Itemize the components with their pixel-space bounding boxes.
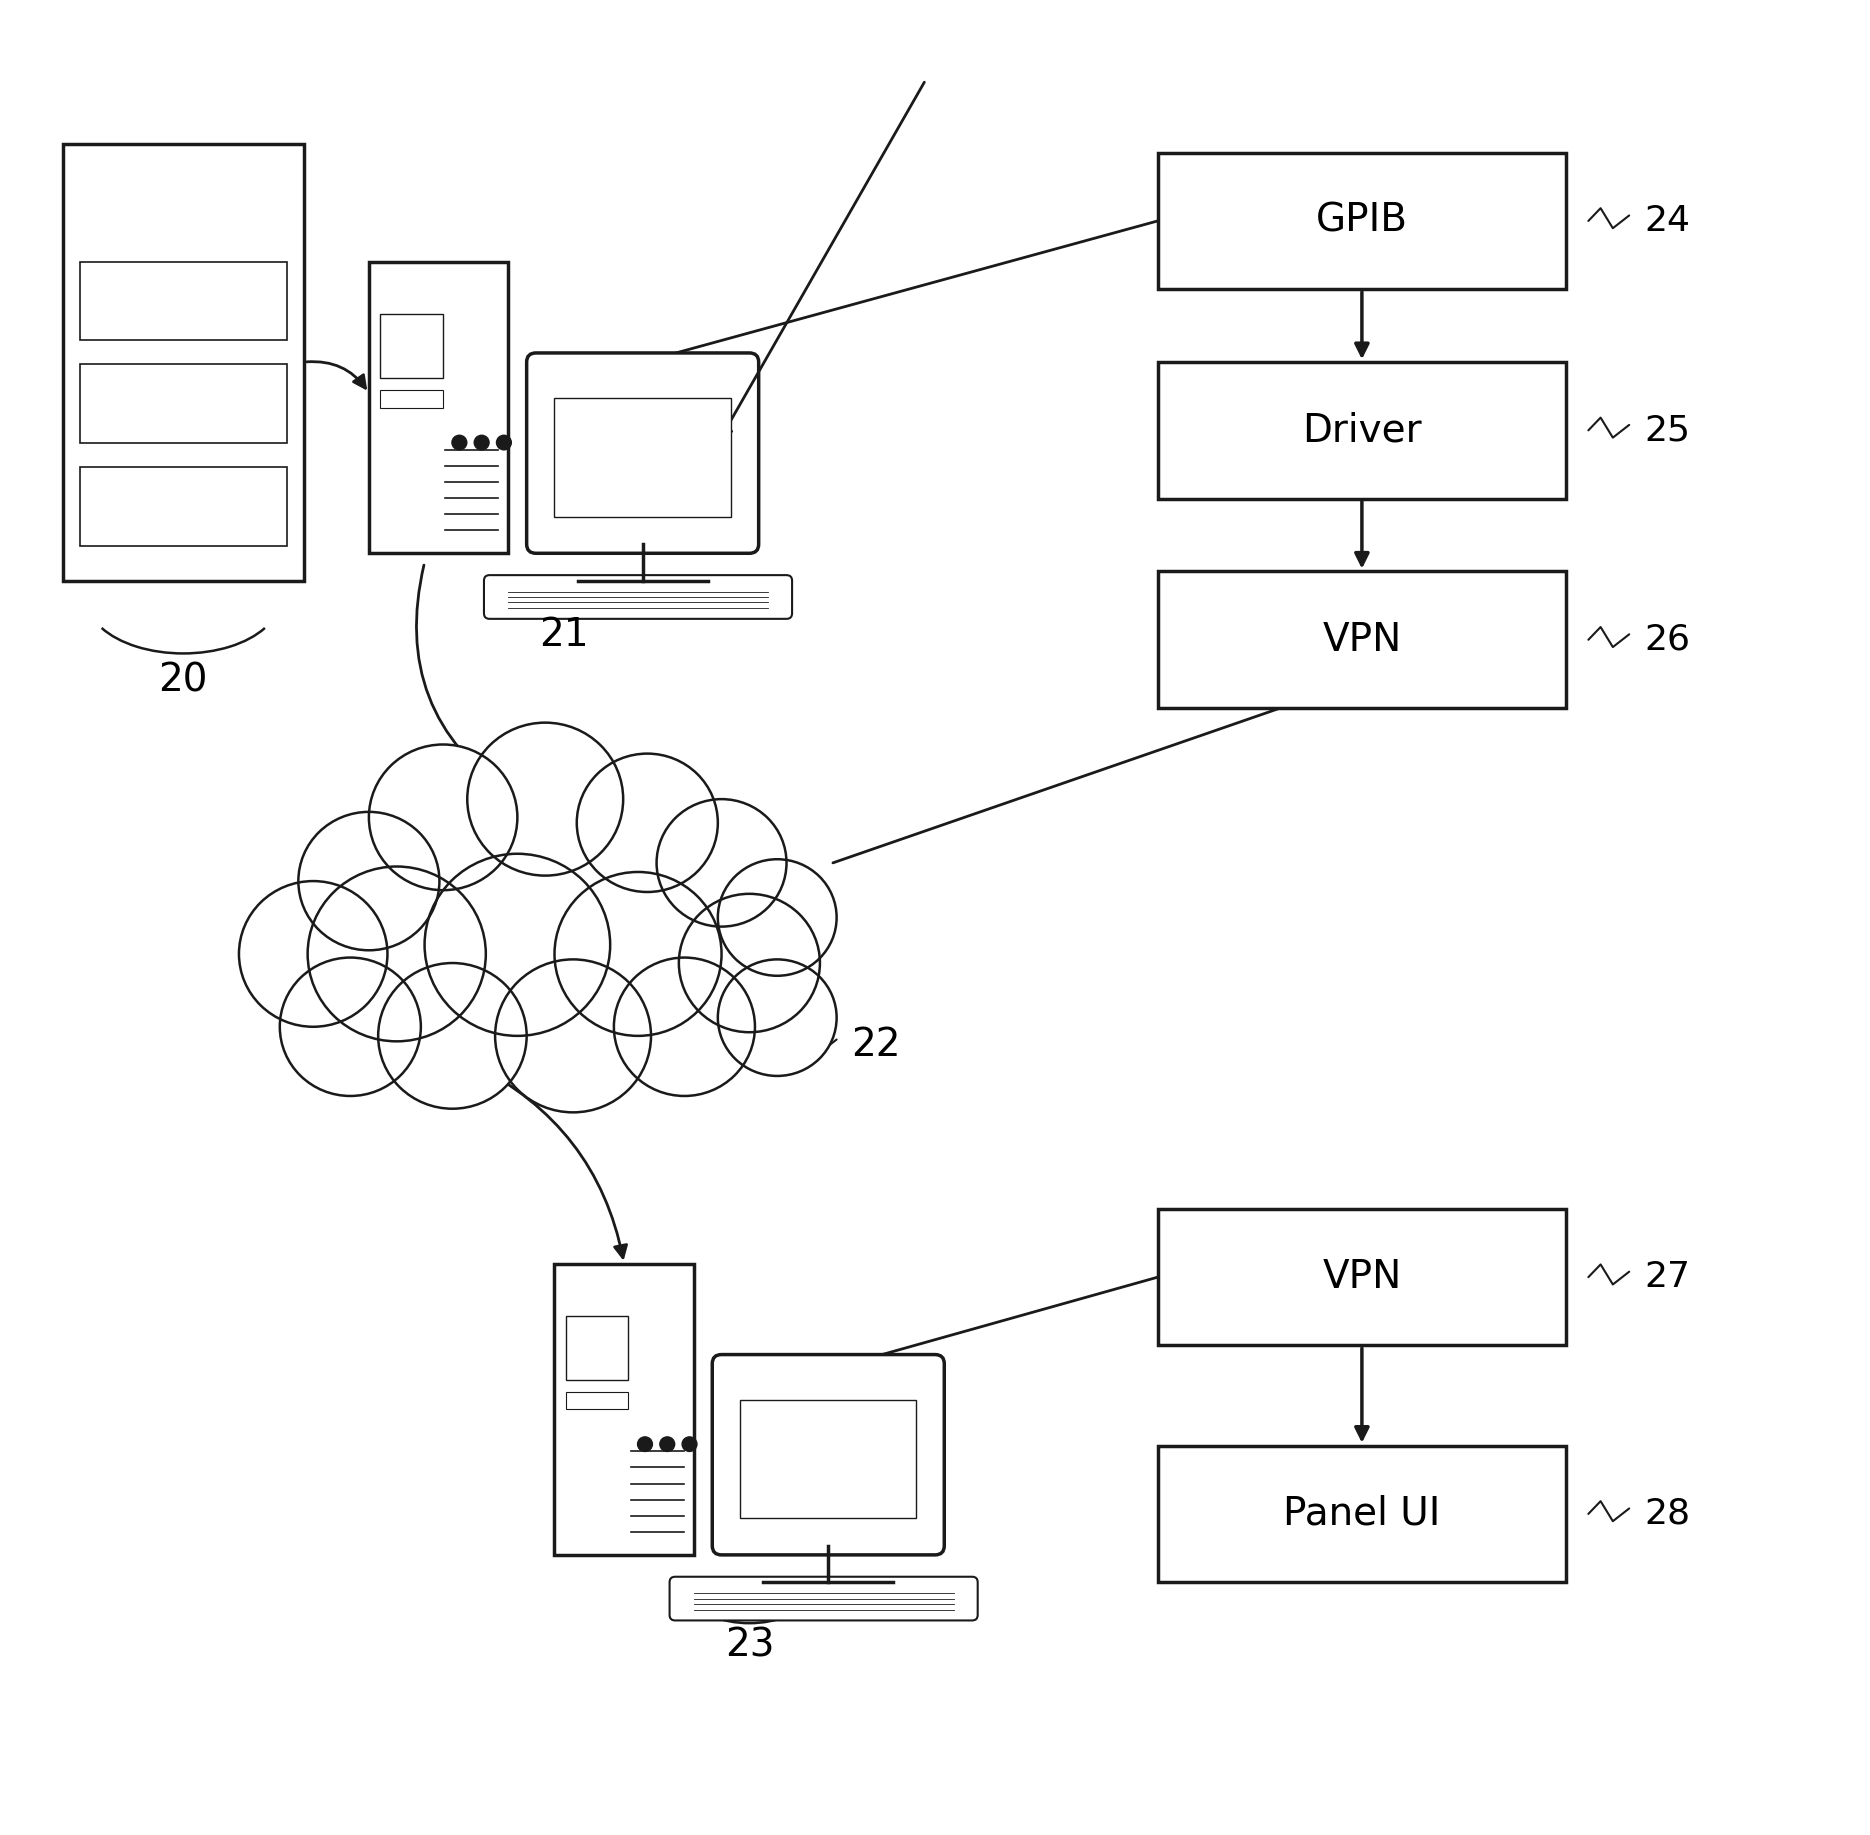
Bar (380, 314, 443, 378)
Circle shape (576, 754, 718, 892)
Circle shape (638, 1437, 653, 1451)
Circle shape (656, 798, 787, 927)
Bar (80, 262, 286, 339)
Circle shape (475, 435, 490, 450)
Circle shape (679, 894, 819, 1033)
Text: GPIB: GPIB (1316, 202, 1408, 240)
Bar (565, 1391, 628, 1409)
Circle shape (660, 1437, 675, 1451)
Circle shape (718, 859, 836, 976)
Bar (62, 143, 305, 580)
Bar (1158, 152, 1565, 290)
Circle shape (683, 1437, 698, 1451)
FancyBboxPatch shape (712, 1354, 944, 1554)
Text: VPN: VPN (1322, 620, 1401, 659)
Text: 28: 28 (1644, 1497, 1690, 1530)
Bar (80, 363, 286, 442)
Circle shape (239, 881, 387, 1028)
Circle shape (368, 745, 518, 890)
Bar (565, 1316, 628, 1380)
Circle shape (555, 872, 722, 1037)
FancyBboxPatch shape (669, 1576, 978, 1620)
Text: 24: 24 (1644, 204, 1690, 239)
Text: 25: 25 (1644, 413, 1690, 448)
Bar (555, 398, 731, 517)
Text: 26: 26 (1644, 622, 1690, 657)
FancyBboxPatch shape (527, 352, 759, 554)
Text: 22: 22 (851, 1026, 901, 1064)
Circle shape (378, 963, 527, 1108)
Circle shape (280, 958, 421, 1095)
Text: 23: 23 (726, 1628, 774, 1664)
Circle shape (468, 723, 623, 875)
Circle shape (424, 853, 610, 1037)
Bar (555, 1264, 694, 1554)
Bar (1158, 571, 1565, 708)
Text: 27: 27 (1644, 1261, 1690, 1294)
Bar (1158, 1446, 1565, 1582)
Circle shape (309, 866, 486, 1040)
Bar (741, 1400, 916, 1519)
Text: 20: 20 (159, 662, 208, 699)
Bar (368, 262, 509, 554)
Text: Panel UI: Panel UI (1283, 1496, 1440, 1532)
Text: 21: 21 (539, 617, 589, 655)
Text: Driver: Driver (1302, 411, 1421, 450)
Circle shape (299, 811, 439, 951)
Bar (1158, 361, 1565, 499)
Circle shape (613, 958, 755, 1095)
Circle shape (497, 435, 511, 450)
Circle shape (496, 960, 651, 1112)
Bar (380, 391, 443, 407)
Circle shape (718, 960, 836, 1075)
FancyBboxPatch shape (484, 574, 793, 618)
Text: VPN: VPN (1322, 1259, 1401, 1296)
Circle shape (453, 435, 468, 450)
Bar (1158, 1209, 1565, 1345)
Bar (80, 466, 286, 545)
